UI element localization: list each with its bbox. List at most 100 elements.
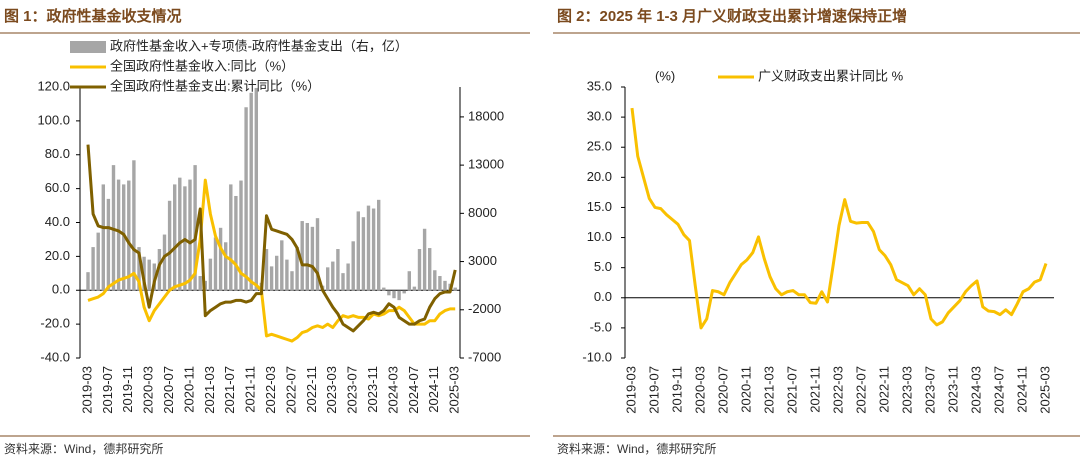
x-tick-label: 2021-11 — [807, 366, 822, 413]
y2-tick-label: 3000 — [468, 253, 497, 268]
bar — [239, 180, 243, 291]
bar — [101, 184, 105, 291]
y-tick-label: 25.0 — [587, 139, 612, 154]
bar — [382, 287, 386, 291]
line — [630, 107, 1048, 330]
bar — [116, 179, 121, 291]
y-tick-label: -20.0 — [40, 316, 70, 331]
x-tick-label: 2020-03 — [692, 366, 707, 414]
x-tick-label: 2021-07 — [222, 366, 237, 414]
x-tick-label: 2019-11 — [120, 366, 135, 413]
bar — [377, 199, 381, 291]
y-tick-label: 100.0 — [37, 112, 70, 127]
source: 资料来源：Wind，德邦研究所 — [4, 441, 163, 456]
y-tick-label: 5.0 — [594, 259, 612, 274]
x-tick-label: 2023-03 — [899, 366, 914, 414]
y2-tick-label: -7000 — [468, 349, 501, 364]
x-tick-label: 2024-11 — [426, 366, 441, 413]
x-tick-label: 2020-11 — [181, 366, 196, 413]
x-tick-label: 2023-03 — [324, 366, 339, 414]
bar — [361, 217, 366, 291]
bar — [264, 249, 269, 291]
bar — [371, 208, 376, 291]
bar — [198, 276, 202, 291]
x-tick-label: 2021-07 — [784, 366, 799, 414]
unit-label: (%) — [655, 68, 675, 83]
bar — [438, 276, 442, 291]
y-tick-label: 80.0 — [45, 146, 70, 161]
x-tick-label: 2023-11 — [365, 366, 380, 413]
bar — [218, 227, 223, 291]
bar — [132, 160, 136, 291]
bar — [173, 184, 177, 291]
x-tick-label: 2021-03 — [202, 366, 217, 414]
y-tick-label: 35.0 — [587, 78, 612, 93]
bar — [91, 247, 95, 291]
x-tick-label: 2021-03 — [761, 366, 776, 414]
y-tick-label: 30.0 — [587, 109, 612, 124]
x-tick-label: 2020-03 — [141, 366, 156, 414]
y2-tick-label: 13000 — [468, 157, 504, 172]
bar — [167, 200, 172, 291]
bar — [137, 247, 141, 291]
y2-tick-label: 18000 — [468, 108, 504, 123]
y-tick-label: 20.0 — [587, 169, 612, 184]
bar — [249, 92, 253, 291]
y2-tick-label: -2000 — [468, 301, 501, 316]
x-tick-label: 2019-07 — [646, 366, 661, 414]
y-tick-label: -40.0 — [40, 349, 70, 364]
y-tick-label: 40.0 — [45, 214, 70, 229]
bar — [295, 247, 299, 291]
bar — [229, 184, 233, 291]
bar — [433, 270, 437, 291]
bar — [178, 177, 182, 291]
x-tick-label: 2022-11 — [876, 366, 891, 413]
x-tick-label: 2023-07 — [345, 366, 360, 414]
legend-swatch — [70, 41, 106, 53]
bar — [315, 218, 320, 291]
bar — [387, 290, 391, 296]
bar — [300, 221, 304, 291]
x-tick-label: 2022-03 — [263, 366, 278, 414]
x-tick-label: 2019-03 — [623, 366, 638, 414]
bar — [254, 87, 258, 291]
bar — [417, 249, 422, 291]
x-tick-label: 2020-07 — [715, 366, 730, 414]
bar — [244, 107, 248, 291]
x-tick-label: 2020-07 — [161, 366, 176, 414]
x-tick-label: 2023-07 — [922, 366, 937, 414]
x-tick-label: 2024-07 — [991, 366, 1006, 414]
bar — [106, 198, 111, 291]
x-tick-label: 2019-11 — [669, 366, 684, 413]
bar — [290, 271, 294, 291]
legend-label: 广义财政支出累计同比 % — [758, 68, 904, 83]
bar — [122, 184, 126, 291]
bar — [234, 195, 238, 291]
bar — [147, 259, 151, 291]
y-tick-label: 0.0 — [52, 282, 70, 297]
x-tick-label: 2025-03 — [447, 366, 462, 414]
x-tick-label: 2022-07 — [283, 366, 298, 414]
bar — [336, 249, 340, 291]
line — [86, 144, 457, 333]
bar — [326, 267, 330, 291]
bar — [366, 205, 371, 291]
x-tick-label: 2024-11 — [1014, 366, 1029, 413]
bar — [269, 266, 274, 291]
line — [87, 178, 456, 343]
bar — [412, 286, 417, 291]
bar — [285, 259, 289, 291]
bar — [162, 234, 167, 291]
bar — [443, 280, 447, 291]
legend-label: 政府性基金收入+专项债-政府性基金支出（右，亿） — [110, 38, 408, 53]
bar — [422, 228, 427, 291]
bar — [346, 263, 350, 291]
x-tick-label: 2024-03 — [968, 366, 983, 414]
x-tick-label: 2024-07 — [406, 366, 421, 414]
bar — [193, 165, 197, 291]
y-tick-label: 0.0 — [594, 289, 612, 304]
y-tick-label: 15.0 — [587, 199, 612, 214]
bar — [356, 211, 360, 291]
bar — [213, 237, 218, 291]
y-tick-label: -10.0 — [582, 349, 612, 364]
